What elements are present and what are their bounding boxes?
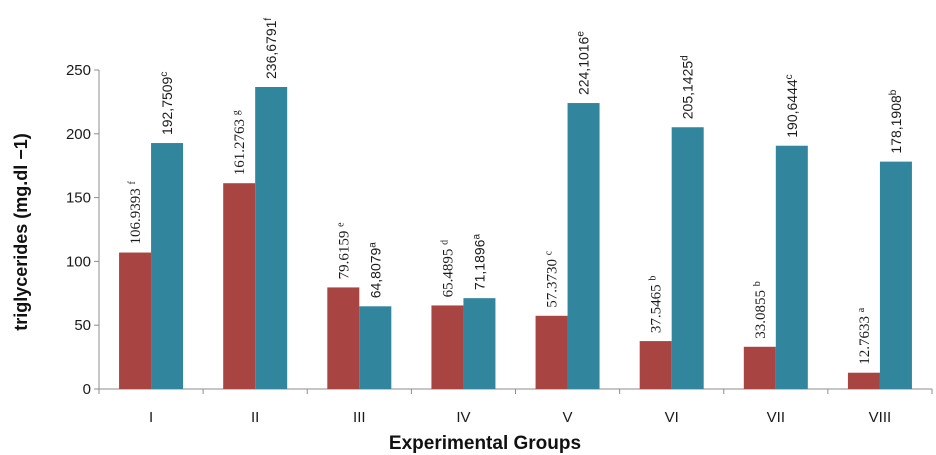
x-tick-label: II [251, 409, 259, 426]
data-label: 79.6159 e [335, 222, 352, 280]
y-tick-label: 0 [83, 381, 91, 398]
data-label: 192,7509c [159, 72, 175, 135]
bar-series-2 [463, 298, 496, 389]
bar-series-2 [671, 127, 704, 390]
data-label: 190,6444c [784, 74, 800, 137]
x-axis-title: Experimental Groups [389, 433, 581, 454]
data-label: 106.9393 f [127, 181, 144, 245]
bar-series-1 [119, 252, 152, 389]
y-tick-label: 150 [66, 190, 91, 207]
data-label: 71,1896a [471, 234, 487, 291]
x-tick-label: V [563, 409, 573, 426]
chart-bars [119, 86, 912, 390]
bar-series-1 [847, 372, 880, 389]
y-axis-title: triglycerides (mg.dl −1) [11, 133, 31, 331]
data-label: 161.2763 g [231, 110, 248, 175]
x-tick-label: VIII [869, 409, 892, 426]
bar-series-2 [567, 103, 600, 389]
data-label: 236,6791f [263, 18, 279, 79]
data-label: 178,1908b [888, 89, 904, 153]
bar-series-1 [535, 315, 568, 389]
bar-series-1 [743, 346, 776, 389]
data-label: 12.7633 a [856, 307, 873, 365]
data-label: 224,1016e [576, 31, 592, 95]
data-label: 65.4895 d [439, 240, 456, 298]
x-tick-label: VII [767, 409, 785, 426]
y-tick-label: 50 [74, 317, 91, 334]
bar-series-1 [431, 305, 464, 389]
x-tick-label: VI [665, 409, 679, 426]
y-tick-label: 250 [66, 62, 91, 79]
data-label: 57.3730 c [544, 250, 561, 308]
bar-series-2 [775, 145, 808, 389]
x-tick-label: I [149, 409, 153, 426]
bar-series-2 [151, 143, 184, 389]
bar-series-2 [255, 86, 288, 389]
data-labels: 106.9393 f 192,7509c 161.2763 g 236,6791f 79… [127, 18, 904, 365]
y-tick-label: 200 [66, 126, 91, 143]
bar-series-2 [879, 161, 912, 389]
data-label: 64,8079a [367, 242, 383, 299]
bar-series-1 [223, 183, 256, 389]
y-tick-label: 100 [66, 253, 91, 270]
bar-series-1 [327, 287, 360, 389]
x-tick-label: IV [456, 409, 470, 426]
x-tick-label: III [353, 409, 366, 426]
data-label: 37.5465 b [648, 276, 665, 334]
bar-series-2 [359, 306, 392, 389]
data-label: 205,1425d [680, 55, 696, 119]
data-label: 33.0855 b [752, 281, 769, 339]
bar-series-1 [639, 341, 672, 389]
